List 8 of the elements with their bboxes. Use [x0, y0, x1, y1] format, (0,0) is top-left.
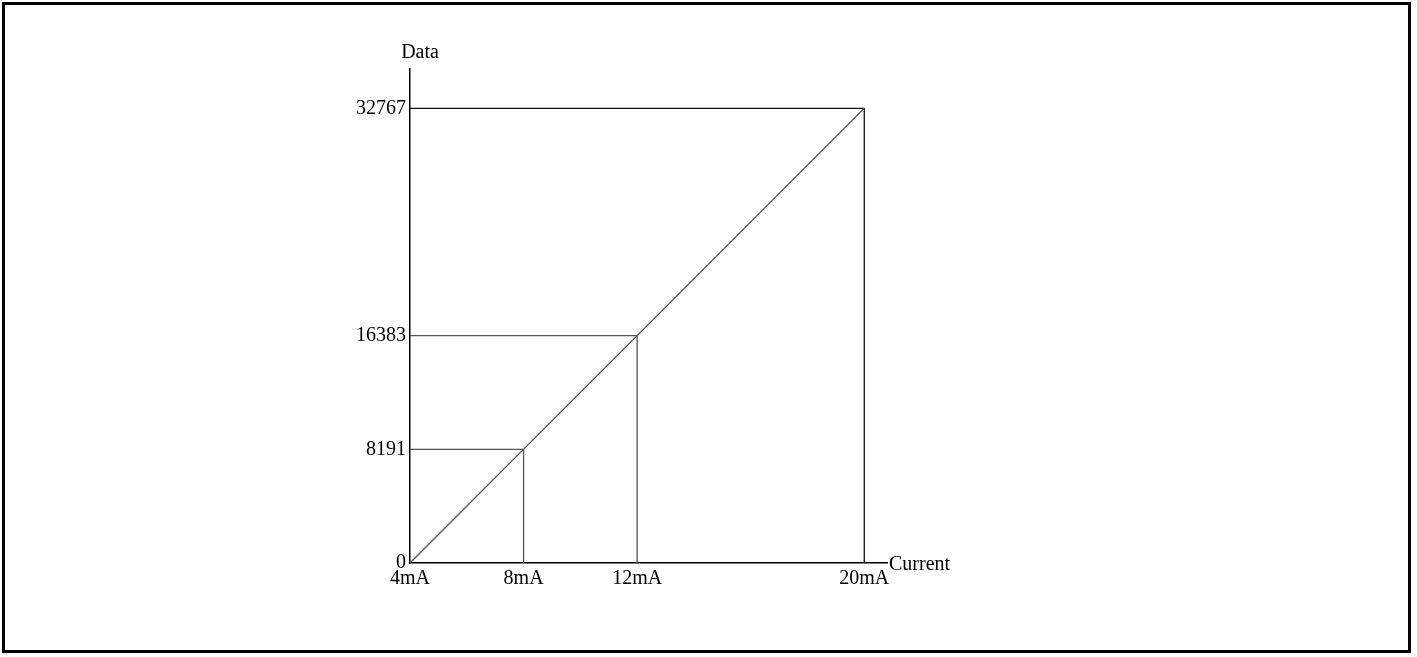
y-tick-label: 16383	[356, 322, 406, 345]
y-axis-title: Data	[401, 40, 439, 63]
x-tick-label: 8mA	[503, 566, 545, 589]
x-axis-title: Current	[889, 552, 951, 575]
y-tick-label: 8191	[366, 436, 406, 459]
y-tick-label: 32767	[356, 95, 406, 118]
x-tick-label: 20mA	[839, 566, 890, 589]
x-tick-label: 12mA	[612, 566, 663, 589]
